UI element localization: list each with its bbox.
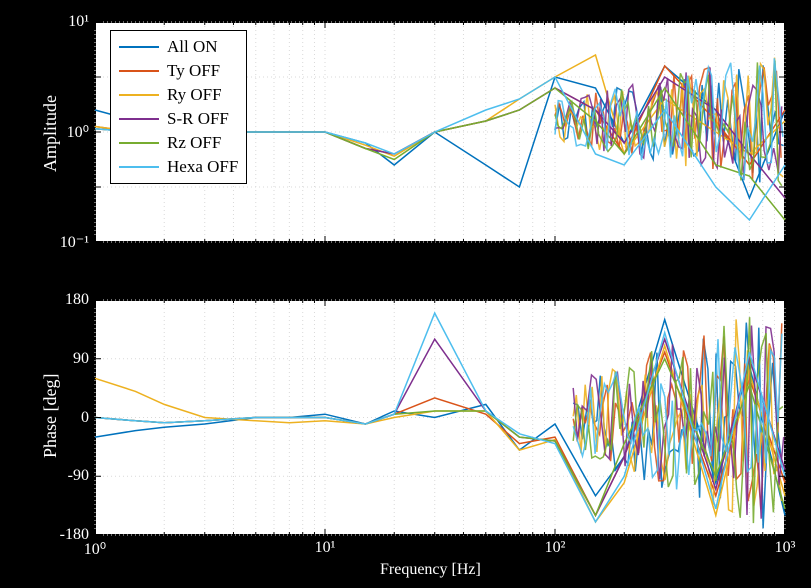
legend-label-0: All ON [167, 37, 218, 57]
legend-label-3: S-R OFF [167, 109, 229, 129]
legend-item-3: S-R OFF [119, 107, 238, 131]
phase-plot-xtick-2: 10² [545, 539, 566, 557]
legend-item-2: Ry OFF [119, 83, 238, 107]
phase-plot-ytick-1: -90 [68, 467, 89, 485]
phase-plot-ytick-4: 180 [65, 291, 89, 309]
legend-label-4: Rz OFF [167, 133, 221, 153]
phase-plot-xtick-1: 10¹ [315, 539, 336, 557]
legend-label-2: Ry OFF [167, 85, 222, 105]
phase-plot-xtick-3: 10³ [775, 539, 796, 557]
legend-swatch-1 [119, 70, 159, 72]
legend-swatch-0 [119, 46, 159, 48]
phase-plot-ytick-3: 90 [73, 350, 89, 368]
legend-item-5: Hexa OFF [119, 155, 238, 179]
phase-plot-ytick-2: 0 [81, 409, 89, 427]
phase-plot-xtick-0: 10⁰ [84, 539, 106, 559]
legend-label-5: Hexa OFF [167, 157, 238, 177]
legend-swatch-4 [119, 142, 159, 144]
legend-item-4: Rz OFF [119, 131, 238, 155]
legend-swatch-5 [119, 166, 159, 168]
legend-swatch-3 [119, 118, 159, 120]
legend: All ON Ty OFF Ry OFF S-R OFF Rz OFF Hexa OFF [110, 30, 247, 184]
legend-swatch-2 [119, 94, 159, 96]
legend-item-1: Ty OFF [119, 59, 238, 83]
legend-item-0: All ON [119, 35, 238, 59]
legend-label-1: Ty OFF [167, 61, 220, 81]
phase-plot-xlabel: Frequency [Hz] [380, 561, 481, 579]
phase-plot-ylabel: Phase [deg] [40, 373, 61, 457]
